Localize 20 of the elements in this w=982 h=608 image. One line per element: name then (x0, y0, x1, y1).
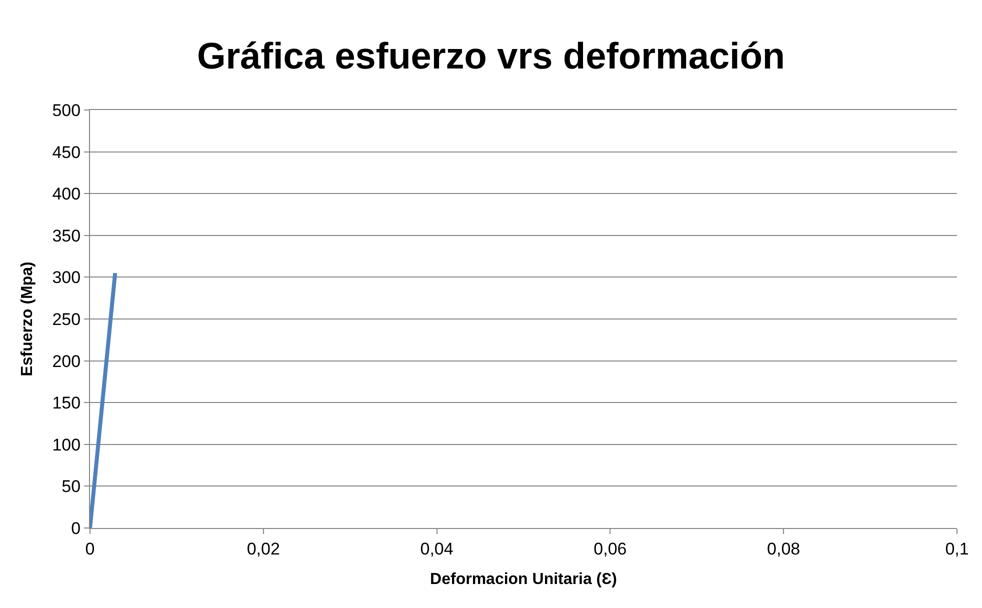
y-tick-label: 150 (52, 394, 81, 413)
x-tick-label: 0 (85, 539, 95, 558)
y-tick-label: 200 (52, 352, 81, 371)
y-tick-label: 500 (52, 100, 81, 120)
x-axis-title: Deformacion Unitaria (Ɛ) (430, 571, 617, 588)
y-tick-label: 250 (52, 310, 81, 329)
x-tick-label: 0,08 (767, 539, 800, 558)
x-tick-label: 0,02 (246, 539, 280, 558)
y-tick-label: 400 (52, 184, 81, 204)
chart-title: Gráfica esfuerzo vrs deformación (196, 35, 786, 76)
y-axis-title: Esfuerzo (Mpa) (19, 262, 36, 376)
x-tick-label: 0,06 (594, 539, 627, 558)
y-tick-label: 100 (52, 435, 81, 454)
y-tick-label: 350 (52, 226, 81, 246)
y-tick-label: 450 (52, 142, 81, 162)
y-tick-label: 0 (71, 518, 81, 538)
x-tick-label: 0,04 (420, 539, 454, 558)
x-tick-label: 0,1 (945, 539, 969, 558)
y-tick-label: 50 (62, 477, 81, 496)
y-tick-label: 300 (52, 268, 81, 288)
